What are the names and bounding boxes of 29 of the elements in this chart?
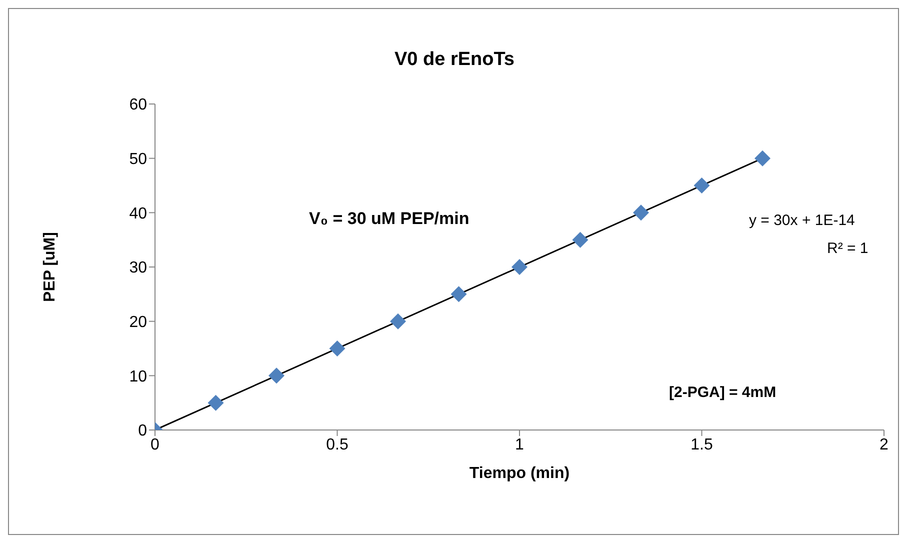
y-tick-label: 60: [129, 96, 148, 114]
x-tick-label: 0.5: [326, 436, 348, 454]
y-tick-label: 0: [138, 422, 148, 440]
y-axis-title: PEP [uM]: [42, 232, 59, 302]
annotation: R² = 1: [827, 240, 868, 257]
y-tick-label: 30: [129, 260, 148, 277]
annotation: y = 30x + 1E-14: [749, 212, 855, 229]
point: [754, 150, 771, 166]
point: [450, 286, 467, 302]
point: [512, 259, 528, 275]
point: [632, 204, 649, 221]
point: [694, 178, 710, 194]
y-tick-label: 20: [129, 314, 148, 332]
x-tick-label: 1: [515, 436, 524, 454]
annotation: V₀ = 30 uM PEP/min: [309, 209, 470, 229]
y-tick-label: 50: [129, 151, 148, 168]
x-tick-label: 1.5: [690, 436, 713, 454]
x-tick-label: 2: [880, 436, 889, 454]
annotation: [2-PGA] = 4mM: [669, 384, 776, 401]
point: [572, 232, 588, 248]
point: [390, 313, 406, 330]
y-tick-label: 40: [129, 205, 148, 222]
chart-title: V0 de rEnoTs: [393, 49, 516, 71]
x-tick-label: 0: [150, 436, 160, 454]
point: [329, 340, 346, 356]
point: [208, 394, 224, 411]
point: [268, 368, 284, 384]
x-axis-title: Tiempo (min): [469, 465, 570, 482]
y-tick-label: 10: [129, 368, 148, 386]
